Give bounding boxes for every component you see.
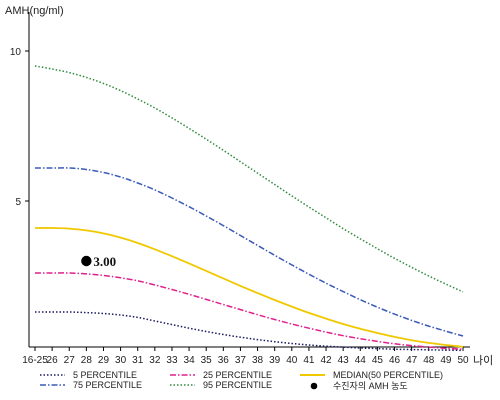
- x-tick-label: 28: [81, 355, 93, 366]
- x-tick-label: 38: [252, 355, 264, 366]
- patient-marker-dot: [81, 255, 92, 267]
- patient-marker-label: 3.00: [93, 254, 116, 269]
- series-lines: [34, 65, 464, 352]
- x-tick-label: 32: [149, 355, 161, 366]
- series-line-median-50-percentile-: [34, 227, 464, 348]
- x-tick-label: 27: [64, 355, 76, 366]
- x-tick-label: 31: [132, 355, 144, 366]
- x-tick-label: 30: [115, 355, 127, 366]
- x-tick-label: 41: [303, 355, 315, 366]
- patient-marker: 3.00: [81, 254, 116, 269]
- x-tick-label: 35: [201, 355, 213, 366]
- x-tick-label: 39: [269, 355, 281, 366]
- x-tick-label: 33: [166, 355, 178, 366]
- series-line-5-percentile: [34, 311, 464, 352]
- legend-label: 25 PERCENTILE: [203, 370, 272, 380]
- legend-marker-swatch: [310, 382, 318, 390]
- legend-label: 95 PERCENTILE: [203, 380, 272, 390]
- y-tick-label: 10: [10, 47, 22, 58]
- x-tick-label: 37: [235, 355, 247, 366]
- x-tick-label: 36: [218, 355, 230, 366]
- y-tick-label: 5: [15, 197, 21, 208]
- legend-marker-label: 수진자의 AMH 농도: [333, 381, 408, 391]
- series-line-95-percentile: [34, 65, 464, 293]
- legend-label: 5 PERCENTILE: [73, 370, 137, 380]
- x-tick-label: 50: [457, 355, 469, 366]
- x-axis-title: 나이: [473, 354, 493, 367]
- x-tick-label: 16-25: [22, 355, 48, 366]
- x-tick-label: 44: [355, 355, 367, 366]
- x-tick-label: 47: [406, 355, 418, 366]
- x-tick-label: 26: [47, 355, 59, 366]
- x-tick-label: 40: [286, 355, 298, 366]
- legend-label: 75 PERCENTILE: [73, 380, 142, 390]
- x-tick-label: 49: [440, 355, 452, 366]
- x-tick-label: 48: [423, 355, 435, 366]
- x-tick-label: 42: [320, 355, 332, 366]
- series-line-75-percentile: [35, 167, 464, 337]
- series-line-25-percentile: [35, 272, 464, 350]
- legend-label: MEDIAN(50 PERCENTILE): [333, 370, 443, 380]
- x-tick-label: 29: [98, 355, 110, 366]
- x-tick-label: 46: [389, 355, 401, 366]
- legend: 5 PERCENTILE 25 PERCENTILE MEDIAN(50 PERCE…: [40, 370, 443, 391]
- x-tick-label: 45: [372, 355, 384, 366]
- x-tick-label: 34: [184, 355, 196, 366]
- x-tick-label: 43: [338, 355, 350, 366]
- y-axis-title: AMH(ng/ml): [5, 5, 64, 17]
